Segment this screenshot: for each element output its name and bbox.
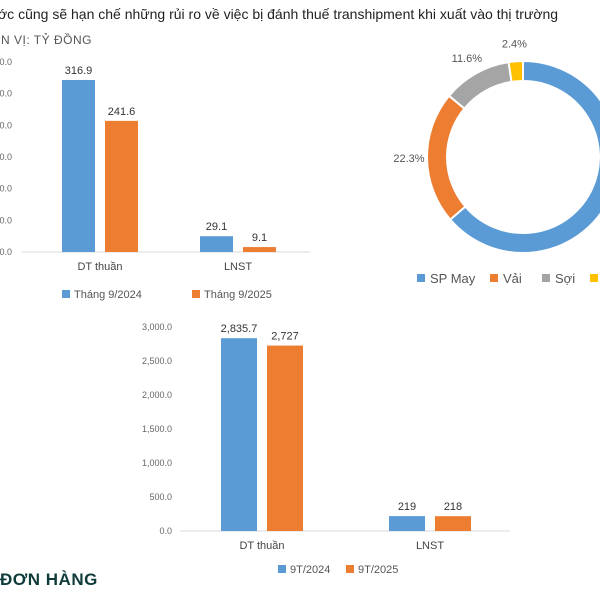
monthly-category-label: LNST — [224, 261, 252, 273]
ytd-y-tick-label: 2,500.0 — [142, 356, 172, 366]
monthly-y-tick-label: 0.0 — [0, 152, 12, 162]
donut-legend-label: Vải — [503, 271, 522, 286]
monthly-y-tick-label: 0.0 — [0, 120, 12, 130]
donut-slice — [448, 59, 600, 254]
monthly-bar — [105, 120, 138, 253]
ytd-legend-label: 9T/2025 — [358, 564, 398, 576]
ytd-data-label: 219 — [398, 501, 416, 513]
monthly-legend-label: Tháng 9/2025 — [204, 289, 272, 301]
donut-legend-swatch — [417, 274, 425, 282]
ytd-y-tick-label: 0.0 — [159, 526, 172, 536]
ytd-legend-swatch — [278, 565, 286, 573]
ytd-bar — [435, 516, 471, 531]
donut-legend-swatch — [542, 274, 550, 282]
monthly-data-label: 316.9 — [65, 65, 93, 77]
monthly-y-tick-label: 0.0 — [0, 184, 12, 194]
donut-data-label: 22.3% — [393, 153, 424, 165]
monthly-bar — [62, 79, 95, 253]
ytd-category-label: DT thuần — [239, 540, 284, 552]
ytd-y-tick-label: 1,500.0 — [142, 424, 172, 434]
monthly-data-label: 29.1 — [206, 221, 227, 233]
donut-legend-label: Sợi — [555, 271, 575, 286]
ytd-y-tick-label: 500.0 — [149, 492, 172, 502]
headline-text: ớc cũng sẽ hạn chế những rủi ro về việc … — [0, 6, 559, 22]
ytd-y-tick-label: 2,000.0 — [142, 390, 172, 400]
monthly-legend-swatch — [62, 290, 70, 298]
ytd-y-tick-label: 1,000.0 — [142, 458, 172, 468]
donut-data-label: 11.6% — [452, 53, 483, 65]
ytd-data-label: 2,727 — [271, 331, 299, 343]
monthly-bar — [243, 247, 276, 252]
unit-label: N VỊ: TỶ ĐỒNG — [1, 33, 92, 47]
monthly-category-label: DT thuần — [77, 261, 122, 273]
monthly-legend-label: Tháng 9/2024 — [74, 289, 142, 301]
ytd-category-label: LNST — [416, 540, 444, 552]
ytd-data-label: 2,835.7 — [221, 323, 258, 335]
donut-legend-swatch — [590, 274, 598, 282]
monthly-y-tick-label: 0.0 — [0, 215, 12, 225]
donut-data-label: 2.4% — [502, 38, 527, 50]
ytd-data-label: 218 — [444, 501, 462, 513]
monthly-data-label: 241.6 — [108, 106, 136, 118]
ytd-bar — [221, 338, 257, 531]
ytd-legend-label: 9T/2024 — [290, 564, 330, 576]
monthly-y-tick-label: 0.0 — [0, 89, 12, 99]
ytd-bar — [267, 345, 303, 531]
monthly-data-label: 9.1 — [252, 232, 267, 244]
ytd-y-tick-label: 3,000.0 — [142, 322, 172, 332]
ytd-legend-swatch — [346, 565, 354, 573]
donut-slice — [507, 59, 524, 84]
monthly-y-tick-label: 0.0 — [0, 247, 12, 257]
footer-heading: ĐƠN HÀNG — [0, 570, 98, 589]
monthly-y-tick-label: 0.0 — [0, 57, 12, 67]
ytd-bar — [389, 516, 425, 531]
donut-legend-swatch — [490, 274, 498, 282]
monthly-legend-swatch — [192, 290, 200, 298]
monthly-bar — [200, 236, 233, 252]
donut-legend-label: SP May — [430, 271, 476, 286]
